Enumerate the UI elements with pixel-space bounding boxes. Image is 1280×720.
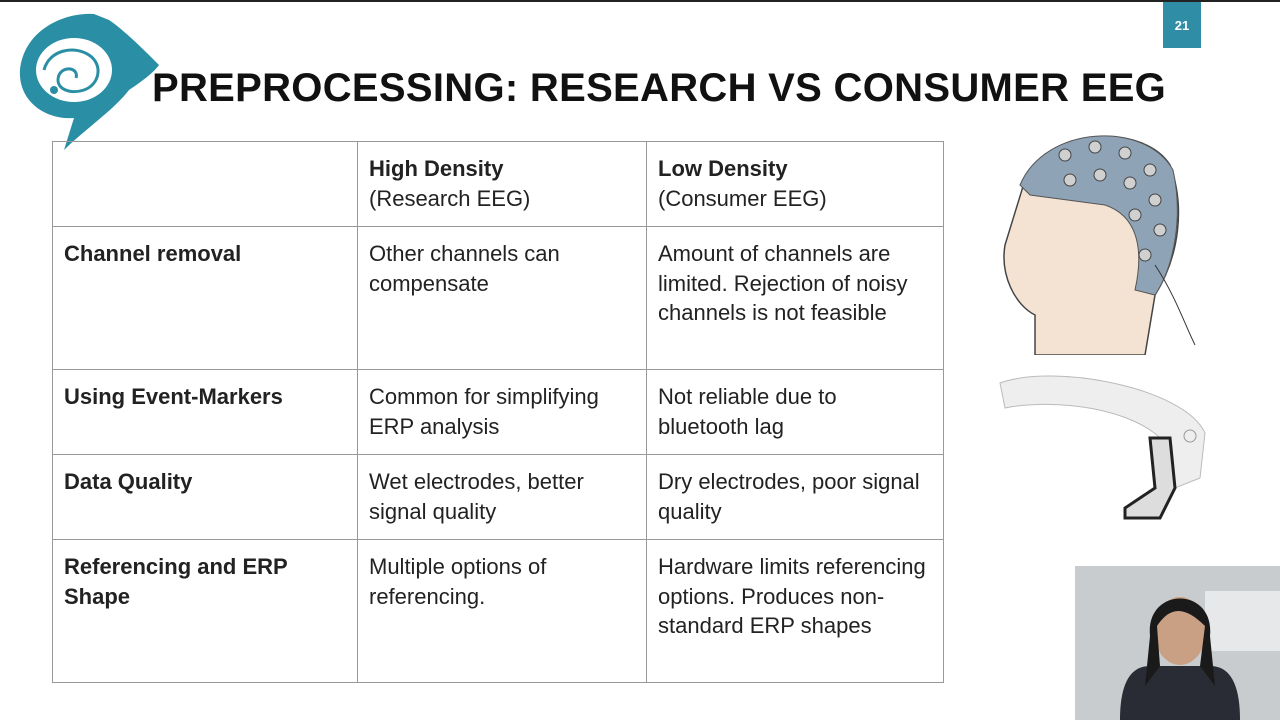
- eeg-cap-image: [1003, 135, 1196, 355]
- header-cell: High Density (Research EEG): [357, 141, 647, 227]
- logo: [19, 13, 159, 150]
- slide-title: PREPROCESSING: RESEARCH VS CONSUMER EEG: [152, 66, 1167, 110]
- comparison-table: High Density (Research EEG) Low Density (Co…: [52, 141, 944, 683]
- table-cell: Other channels can compensate: [357, 226, 647, 370]
- slide-number: 21: [1163, 2, 1201, 48]
- header-bold: High Density: [369, 156, 504, 181]
- header-bold: Low Density: [658, 156, 788, 181]
- row-label: Using Event-Markers: [52, 369, 358, 455]
- table-cell: Dry electrodes, poor signal quality: [646, 454, 944, 540]
- header-sub: (Research EEG): [369, 185, 531, 211]
- table-cell: Amount of channels are limited. Rejectio…: [646, 226, 944, 370]
- header-cell: Low Density (Consumer EEG): [646, 141, 944, 227]
- table-row: Referencing and ERP Shape Multiple option…: [52, 539, 944, 683]
- table-cell: Not reliable due to bluetooth lag: [646, 369, 944, 455]
- table-cell: Hardware limits referencing options. Pro…: [646, 539, 944, 683]
- table-row: Data Quality Wet electrodes, better signa…: [52, 454, 944, 540]
- webcam-video: [1075, 566, 1280, 720]
- row-label: Data Quality: [52, 454, 358, 540]
- table-row: Using Event-Markers Common for simplifyin…: [52, 369, 944, 455]
- table-cell: Multiple options of referencing.: [357, 539, 647, 683]
- row-label: Channel removal: [52, 226, 358, 370]
- header-row: High Density (Research EEG) Low Density (Co…: [52, 141, 944, 227]
- top-border: [0, 0, 1280, 2]
- table-row: Channel removal Other channels can compen…: [52, 226, 944, 370]
- header-cell-empty: [52, 141, 358, 227]
- table-cell: Wet electrodes, better signal quality: [357, 454, 647, 540]
- muse-headband-image: [999, 375, 1206, 520]
- table-cell: Common for simplifying ERP analysis: [357, 369, 647, 455]
- row-label: Referencing and ERP Shape: [52, 539, 358, 683]
- header-sub: (Consumer EEG): [658, 185, 827, 211]
